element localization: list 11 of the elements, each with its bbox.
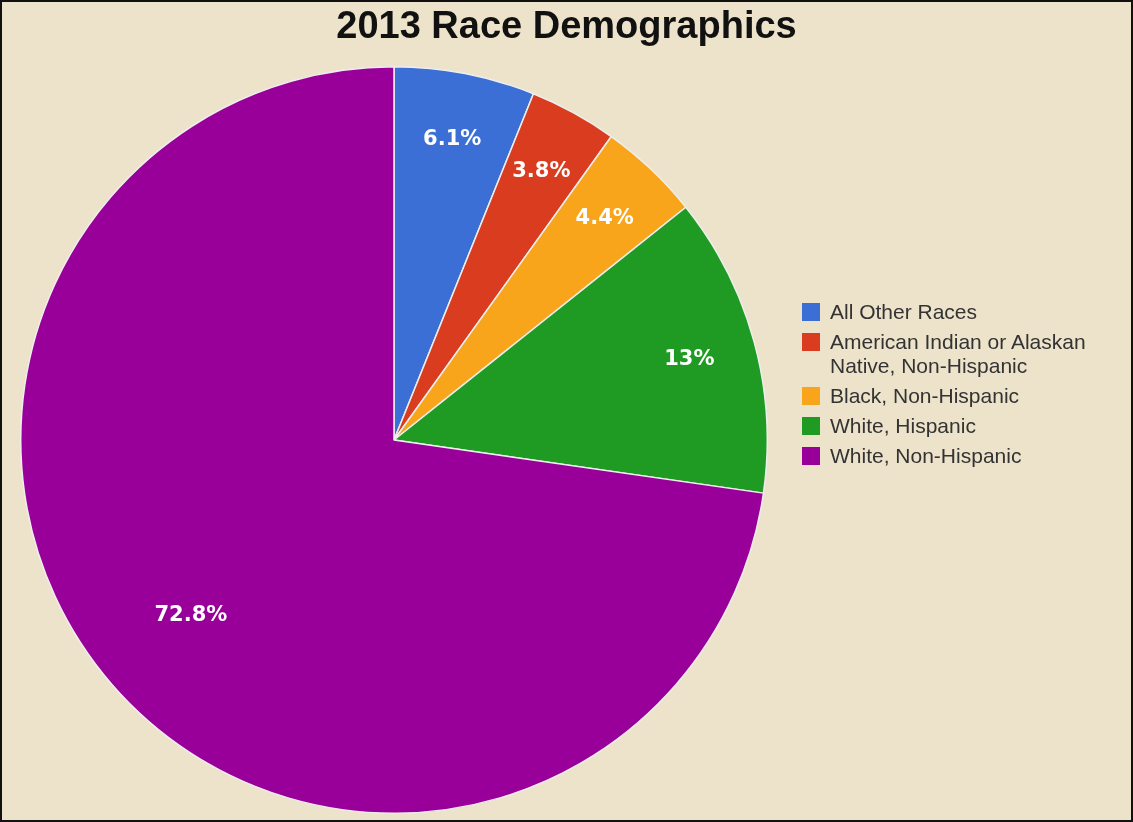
legend-label: White, Non-Hispanic (830, 444, 1022, 468)
legend-label: American Indian or Alaskan Native, Non-Hispanic (830, 330, 1087, 378)
data-label: 13% (664, 346, 715, 371)
data-label: 4.4% (575, 204, 634, 229)
legend-label: All Other Races (830, 300, 978, 324)
data-label: 6.1% (423, 125, 482, 150)
legend-label: Black, Non-Hispanic (830, 384, 1020, 408)
data-label: 3.8% (512, 158, 571, 183)
data-label: 72.8% (154, 602, 228, 627)
legend-label: White, Hispanic (830, 414, 976, 438)
chart-title: 2013 Race Demographics (335, 4, 798, 47)
